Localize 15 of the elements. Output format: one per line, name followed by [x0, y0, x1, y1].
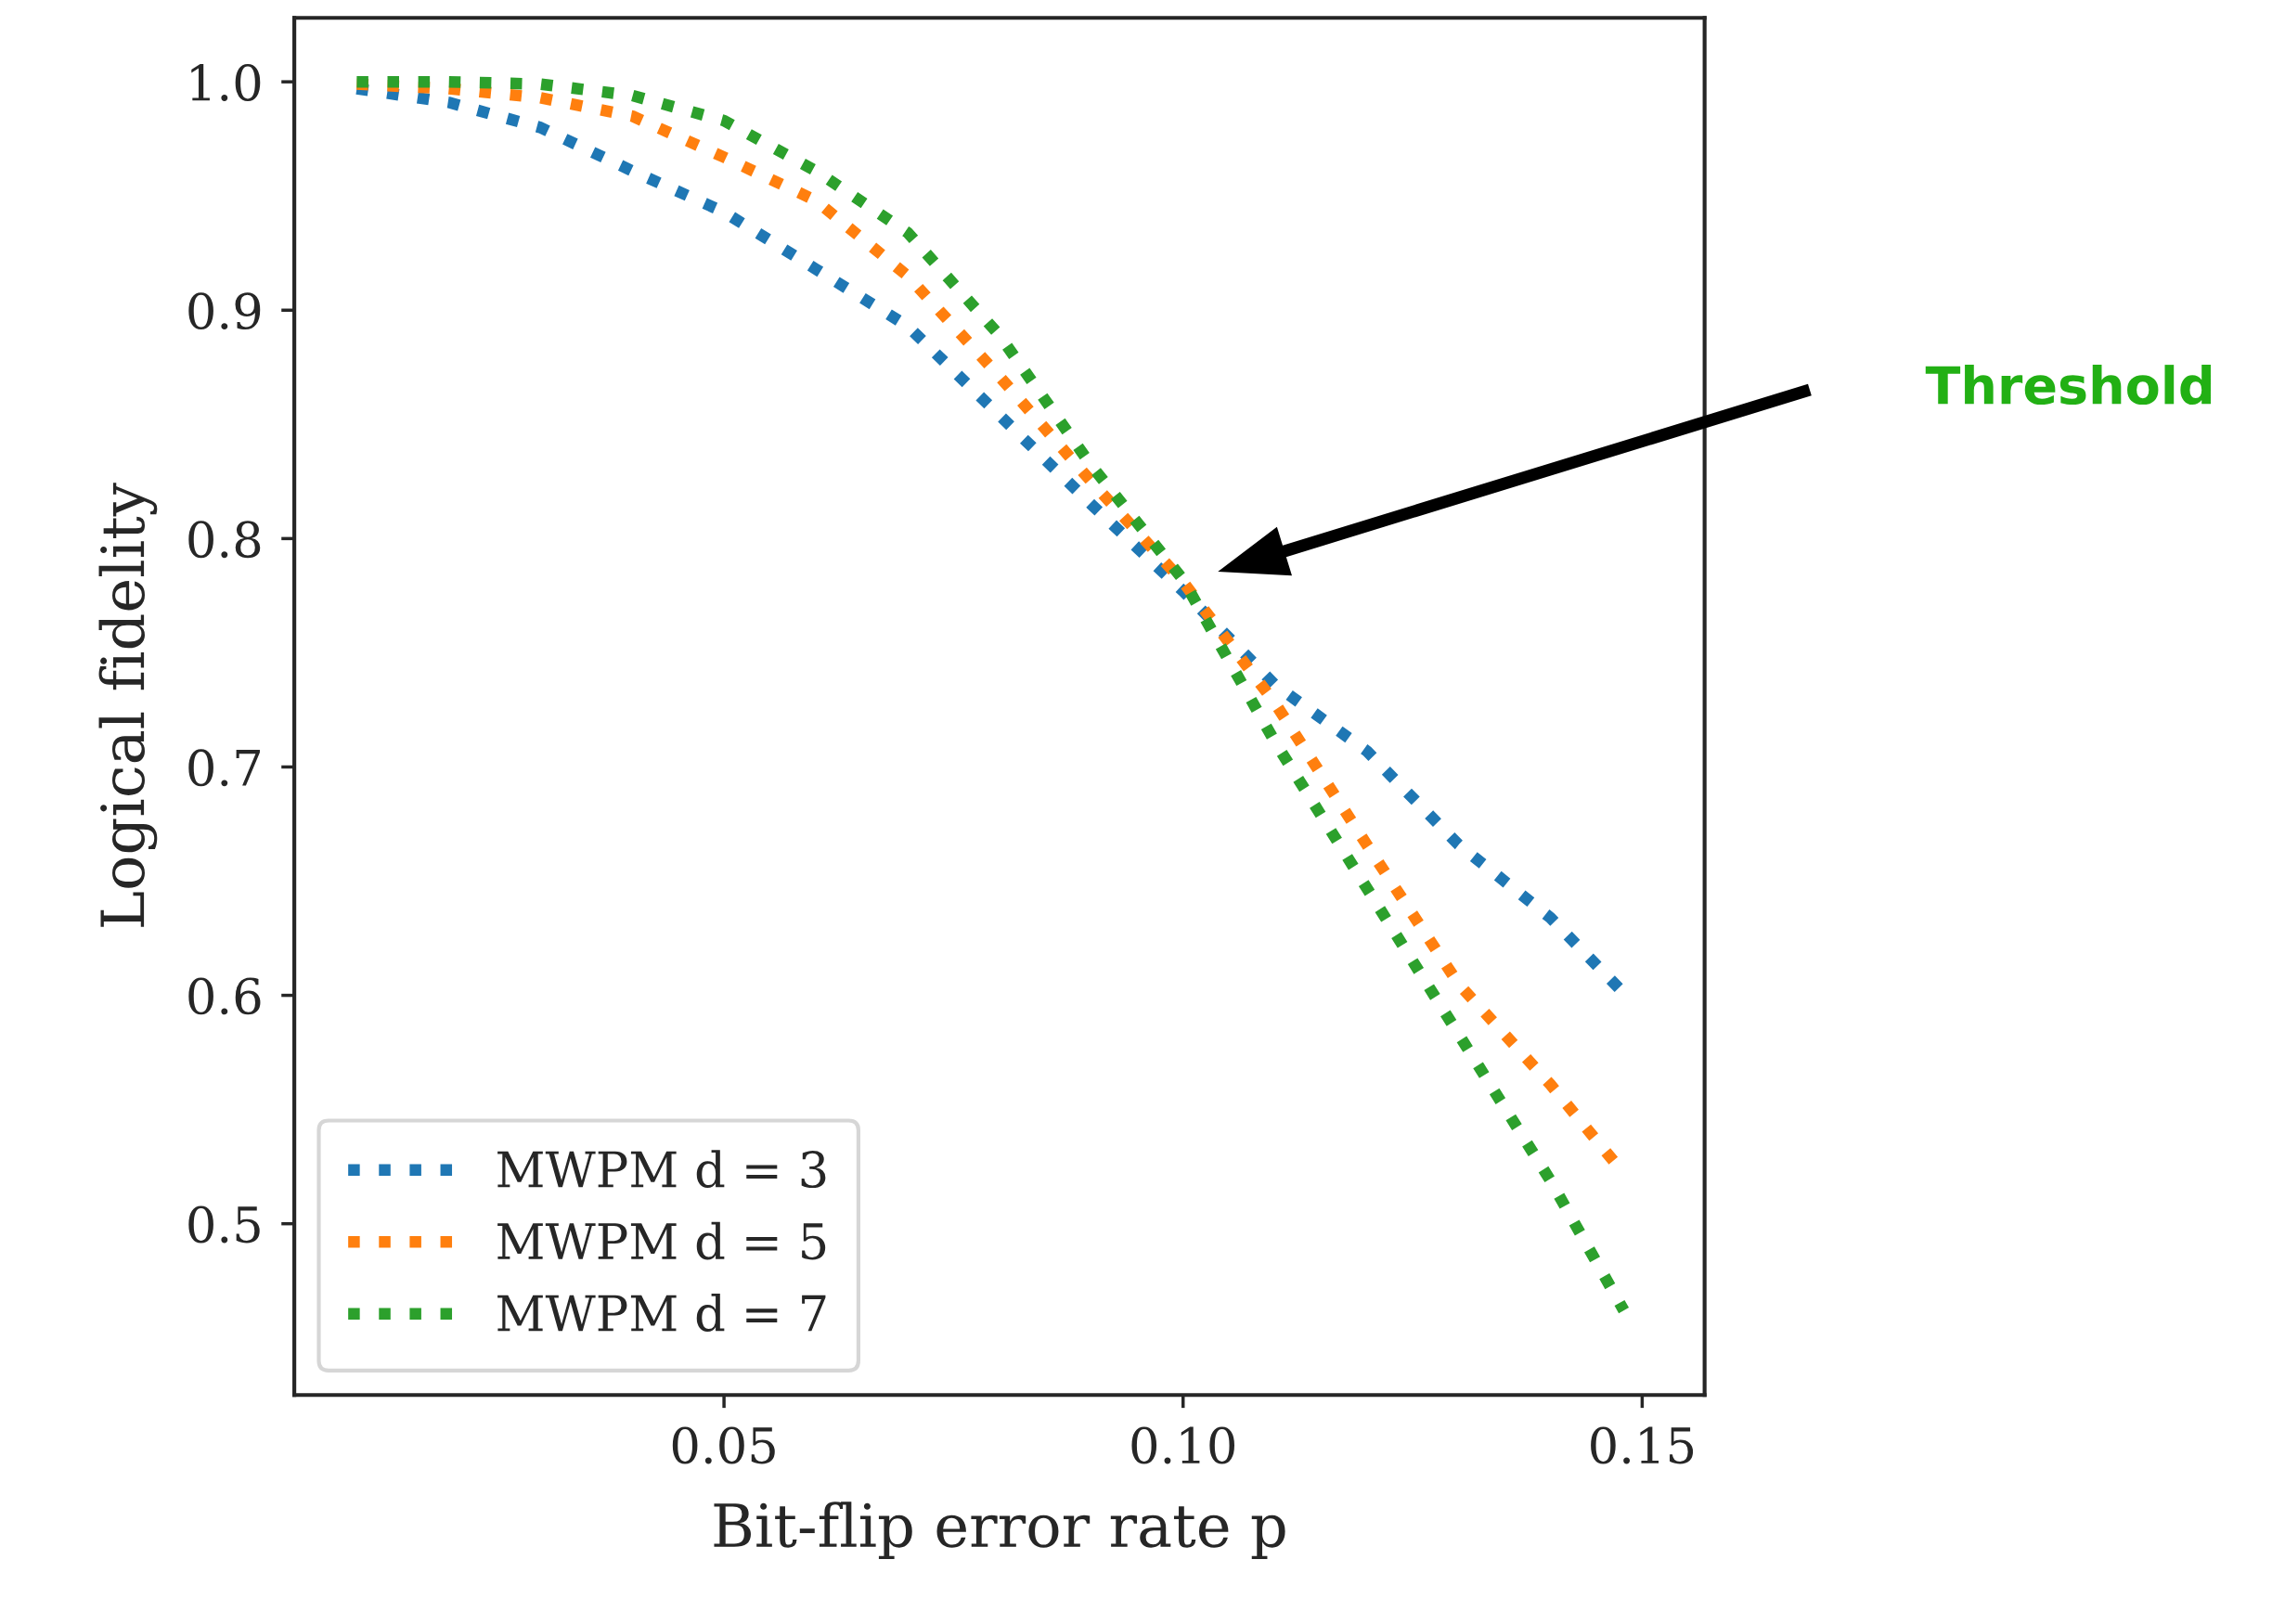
y-tick-label: 0.9: [188, 292, 261, 330]
legend-label: MWPM d = 3: [497, 1150, 826, 1189]
legend-label: MWPM d = 5: [497, 1221, 826, 1260]
y-tick-label: 1.0: [191, 64, 261, 101]
legend-label: MWPM d = 7: [497, 1294, 826, 1332]
text: Threshold: [1925, 365, 2211, 406]
y-tick-label: 0.8: [188, 521, 261, 559]
x-tick-label: 0.10: [1131, 1426, 1234, 1464]
x-tick-label: 0.05: [672, 1426, 775, 1464]
x-tick-label: 0.15: [1591, 1426, 1694, 1464]
y-tick-label: 0.5: [188, 1205, 260, 1244]
x-axis-title: Bit-flip error rate p: [714, 1502, 1285, 1560]
y-axis-title: Logical fidelity: [98, 483, 158, 927]
y-tick-label: 0.6: [188, 977, 261, 1015]
y-tick-label: 0.7: [188, 749, 260, 787]
